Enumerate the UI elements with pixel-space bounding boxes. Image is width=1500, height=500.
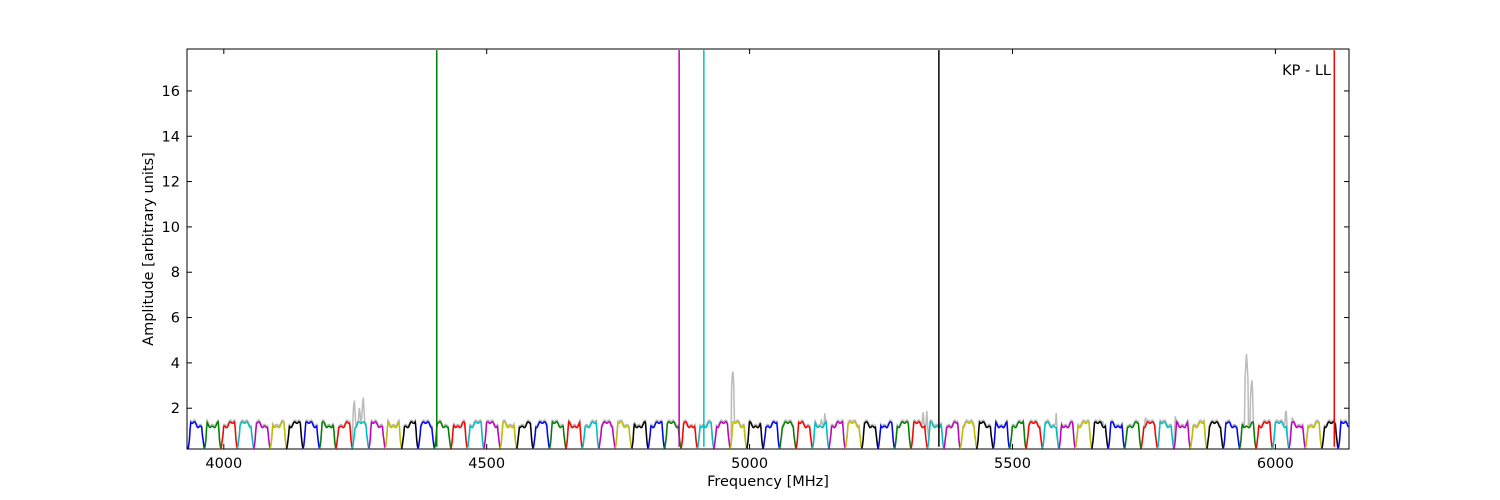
x-tick-label: 5000 xyxy=(731,456,768,472)
channel-series-line xyxy=(236,420,255,449)
channel-series-line xyxy=(220,420,239,449)
x-tick-label: 4500 xyxy=(468,456,505,472)
x-tick-label: 5500 xyxy=(994,456,1031,472)
channel-series-line xyxy=(1091,420,1109,449)
channel-series-line xyxy=(548,420,567,449)
spike-group xyxy=(436,50,1336,447)
channel-series-line xyxy=(778,421,797,449)
channel-series-line xyxy=(581,420,600,449)
background-spectrum xyxy=(187,353,1350,450)
channel-series-line xyxy=(368,420,386,449)
channel-series-line xyxy=(975,420,994,449)
channel-series-line xyxy=(318,420,337,449)
background-series-line xyxy=(187,353,1350,450)
channel-series-line xyxy=(351,420,370,449)
channel-series-line xyxy=(515,421,534,449)
channel-series-line xyxy=(614,421,633,449)
channel-series-line xyxy=(1107,421,1126,449)
channel-series-line xyxy=(630,421,649,449)
plot-area-frame xyxy=(186,48,1350,450)
channel-series-line xyxy=(253,420,271,449)
channel-series-line xyxy=(795,420,814,449)
channel-series-line xyxy=(1238,421,1257,449)
y-tick-label: 6 xyxy=(171,311,180,327)
channel-series-line xyxy=(811,419,830,449)
channel-series-line xyxy=(680,421,699,449)
channel-series-line xyxy=(1074,420,1093,449)
channel-series-line xyxy=(1337,420,1350,449)
channel-series-line xyxy=(926,420,945,449)
channel-series-line xyxy=(860,420,879,449)
channel-series-line xyxy=(466,420,485,449)
channel-series-line xyxy=(959,420,978,449)
channel-series-line xyxy=(187,420,206,449)
y-tick-label: 8 xyxy=(171,265,180,281)
channel-series-line xyxy=(647,421,666,449)
channel-series-line xyxy=(1058,421,1077,449)
channel-series-line xyxy=(1321,420,1339,449)
channel-series-line xyxy=(828,420,847,449)
channel-series-line xyxy=(269,421,288,449)
channel-series-line xyxy=(499,420,518,449)
channel-series-line xyxy=(203,419,222,449)
y-tick-label: 4 xyxy=(171,356,180,372)
y-axis-label: Amplitude [arbitrary units] xyxy=(141,152,157,346)
channel-series-line xyxy=(1041,421,1060,449)
channel-series-group xyxy=(187,419,1350,449)
x-axis-label: Frequency [MHz] xyxy=(707,474,829,490)
channel-series-line xyxy=(1008,420,1027,449)
channel-series-line xyxy=(400,420,419,449)
panel-annotation: KP - LL xyxy=(1282,63,1331,79)
channel-series-line xyxy=(302,420,321,449)
y-tick-label: 10 xyxy=(162,220,180,236)
channel-series-line xyxy=(450,421,469,449)
channel-series-line xyxy=(943,421,962,449)
channel-series-line xyxy=(1288,420,1307,449)
channel-series-line xyxy=(1271,421,1290,449)
channel-series-line xyxy=(893,420,912,449)
channel-series-line xyxy=(1025,420,1044,449)
channel-series-line xyxy=(1156,420,1175,449)
channel-series-line xyxy=(1123,421,1142,449)
channel-series-line xyxy=(696,421,715,449)
channel-series-line xyxy=(663,420,682,449)
channel-series-line xyxy=(598,420,617,449)
channel-series-line xyxy=(1173,419,1192,449)
channel-series-line xyxy=(532,420,551,449)
channel-series-line xyxy=(1222,420,1241,449)
channel-series-line xyxy=(335,421,354,449)
channel-series-line xyxy=(1140,420,1159,449)
channel-series-line xyxy=(762,421,781,449)
y-tick-label: 12 xyxy=(162,175,180,191)
channel-series-line xyxy=(417,420,436,449)
y-tick-label: 14 xyxy=(162,129,180,145)
channel-series-line xyxy=(844,421,863,449)
y-tick-label: 16 xyxy=(162,84,180,100)
channel-series-line xyxy=(384,419,403,449)
channel-series-line xyxy=(910,420,929,449)
channel-series-line xyxy=(565,419,584,449)
y-axis: 2 4 6 8 10 12 14 16 xyxy=(162,84,1349,417)
x-tick-label: 6000 xyxy=(1257,456,1294,472)
channel-series-line xyxy=(713,421,732,449)
channel-series-line xyxy=(1206,420,1224,449)
channel-series-line xyxy=(1255,420,1274,449)
channel-series-line xyxy=(1304,421,1323,449)
channel-series-line xyxy=(729,420,748,449)
channel-series-line xyxy=(1189,420,1208,449)
channel-series-line xyxy=(745,421,764,449)
channel-series-line xyxy=(285,420,304,449)
x-axis: 4000 4500 5000 5500 6000 xyxy=(205,49,1294,472)
x-tick-label: 4000 xyxy=(205,456,242,472)
channel-series-line xyxy=(992,419,1011,449)
channel-series-line xyxy=(877,421,896,449)
channel-series-line xyxy=(483,420,501,449)
y-tick-label: 2 xyxy=(171,401,180,417)
